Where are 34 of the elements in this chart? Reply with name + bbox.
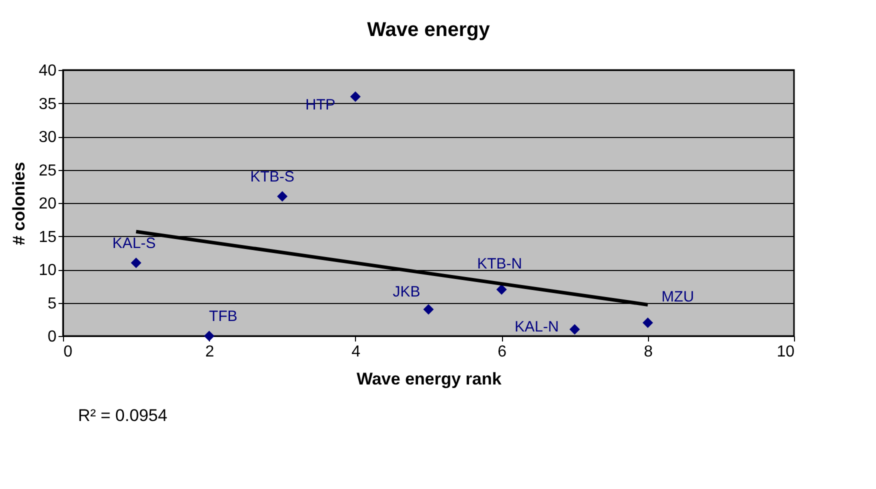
point bbox=[204, 330, 214, 342]
y-tick-label: 35 bbox=[38, 96, 57, 113]
y-axis-title: # colonies bbox=[10, 162, 29, 246]
y-tick-label: 40 bbox=[38, 62, 57, 80]
point bbox=[496, 284, 507, 295]
point bbox=[130, 258, 142, 268]
x-tick-label: 2 bbox=[205, 344, 214, 360]
text: R² = 0.0954 bbox=[78, 406, 168, 425]
annotation: MZU bbox=[662, 288, 694, 306]
x-axis-title: Wave energy rank bbox=[356, 370, 502, 388]
y-tick-label: 15 bbox=[38, 228, 57, 246]
x-tick-label: 10 bbox=[776, 344, 795, 360]
y-tick-label: 0 bbox=[48, 328, 57, 346]
y-tick-label: 10 bbox=[38, 262, 57, 279]
x-tick-label: 0 bbox=[64, 344, 72, 360]
annotation: KTB-S bbox=[250, 168, 294, 186]
point bbox=[642, 317, 654, 328]
chart-title: Wave energy bbox=[367, 19, 491, 41]
point bbox=[569, 324, 580, 335]
x-tick-label: 8 bbox=[644, 344, 653, 360]
annotation: JKB bbox=[392, 283, 420, 300]
annotation: KAL-N bbox=[514, 318, 559, 336]
annotation: TFB bbox=[209, 308, 238, 325]
y-tick-label: 25 bbox=[38, 162, 57, 180]
x-tick-label: 6 bbox=[498, 344, 507, 360]
point bbox=[277, 191, 288, 202]
y-tick-label: 30 bbox=[38, 129, 57, 146]
point bbox=[350, 91, 361, 102]
y-tick-label: 5 bbox=[48, 295, 57, 312]
x-tick-label: 4 bbox=[351, 344, 360, 360]
point bbox=[423, 304, 434, 315]
annotation: KTB-N bbox=[477, 255, 522, 272]
y-tick-label: 20 bbox=[38, 196, 57, 212]
annotation: KAL-S bbox=[112, 234, 156, 252]
